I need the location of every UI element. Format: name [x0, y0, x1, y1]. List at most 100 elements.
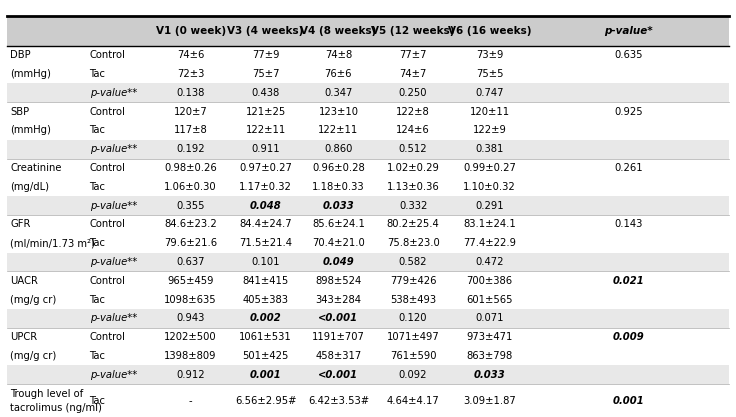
Text: V5 (12 weeks): V5 (12 weeks)	[372, 26, 455, 36]
Text: 76±6: 76±6	[325, 69, 353, 79]
Text: 0.261: 0.261	[614, 163, 643, 173]
Text: Control: Control	[90, 276, 125, 286]
Text: Control: Control	[90, 50, 125, 60]
Text: Control: Control	[90, 219, 125, 229]
Text: 0.049: 0.049	[322, 257, 354, 267]
Text: 761±590: 761±590	[390, 351, 436, 361]
Text: UACR: UACR	[10, 276, 38, 286]
Text: 74±6: 74±6	[177, 50, 205, 60]
Text: V3 (4 weeks): V3 (4 weeks)	[227, 26, 304, 36]
Text: 1.06±0.30: 1.06±0.30	[164, 182, 217, 192]
Text: p-value*: p-value*	[604, 26, 653, 36]
Text: 3.09±1.87: 3.09±1.87	[463, 396, 516, 406]
Text: 0.635: 0.635	[614, 50, 643, 60]
Text: Tac: Tac	[90, 126, 105, 136]
Text: 779±426: 779±426	[390, 276, 436, 286]
Text: 0.97±0.27: 0.97±0.27	[239, 163, 292, 173]
Text: 1398±809: 1398±809	[164, 351, 217, 361]
Text: 965±459: 965±459	[167, 276, 214, 286]
Text: 0.381: 0.381	[475, 144, 503, 154]
Text: 0.120: 0.120	[399, 314, 428, 324]
Text: 343±284: 343±284	[316, 295, 361, 305]
Text: 1098±635: 1098±635	[164, 295, 217, 305]
Text: p-value**: p-value**	[90, 201, 137, 211]
Text: 0.138: 0.138	[177, 88, 205, 98]
Text: 601±565: 601±565	[467, 295, 513, 305]
Text: SBP: SBP	[10, 107, 29, 117]
Text: 0.071: 0.071	[475, 314, 503, 324]
Text: p-value**: p-value**	[90, 144, 137, 154]
Text: 1.10±0.32: 1.10±0.32	[463, 182, 516, 192]
Text: UPCR: UPCR	[10, 332, 38, 342]
Text: 0.101: 0.101	[251, 257, 280, 267]
Text: 0.192: 0.192	[176, 144, 205, 154]
Text: Trough level of
tacrolimus (ng/ml): Trough level of tacrolimus (ng/ml)	[10, 389, 102, 412]
Text: 6.42±3.53#: 6.42±3.53#	[308, 396, 369, 406]
Text: GFR: GFR	[10, 219, 31, 229]
Bar	[7, 196, 729, 215]
Text: 841±415: 841±415	[242, 276, 289, 286]
Text: 0.033: 0.033	[322, 201, 354, 211]
Text: 75±7: 75±7	[252, 69, 280, 79]
Bar	[7, 253, 729, 271]
Text: 80.2±25.4: 80.2±25.4	[386, 219, 439, 229]
Text: 0.943: 0.943	[177, 314, 205, 324]
Text: 700±386: 700±386	[467, 276, 512, 286]
Text: 0.98±0.26: 0.98±0.26	[164, 163, 217, 173]
Text: 0.582: 0.582	[399, 257, 428, 267]
Text: p-value**: p-value**	[90, 314, 137, 324]
Text: 0.143: 0.143	[615, 219, 643, 229]
Bar	[7, 83, 729, 102]
Text: <0.001: <0.001	[319, 314, 358, 324]
Text: (mmHg): (mmHg)	[10, 126, 51, 136]
Text: (mg/g cr): (mg/g cr)	[10, 351, 57, 361]
Bar	[7, 309, 729, 328]
Text: (mg/g cr): (mg/g cr)	[10, 295, 57, 305]
Text: 898±524: 898±524	[315, 276, 361, 286]
Text: p-value**: p-value**	[90, 370, 137, 380]
Text: 538±493: 538±493	[390, 295, 436, 305]
Text: 0.033: 0.033	[474, 370, 506, 380]
Text: 0.912: 0.912	[176, 370, 205, 380]
Text: 458±317: 458±317	[315, 351, 361, 361]
Bar	[7, 16, 729, 46]
Text: V6 (16 weeks): V6 (16 weeks)	[447, 26, 531, 36]
Text: (mmHg): (mmHg)	[10, 69, 51, 79]
Text: 85.6±24.1: 85.6±24.1	[312, 219, 365, 229]
Text: DBP: DBP	[10, 50, 31, 60]
Text: p-value**: p-value**	[90, 257, 137, 267]
Text: 74±8: 74±8	[325, 50, 352, 60]
Text: 0.925: 0.925	[614, 107, 643, 117]
Text: 75±5: 75±5	[475, 69, 503, 79]
Text: Tac: Tac	[90, 396, 105, 406]
Text: 0.048: 0.048	[250, 201, 281, 211]
Text: Tac: Tac	[90, 69, 105, 79]
Text: 77±9: 77±9	[252, 50, 280, 60]
Text: 1071±497: 1071±497	[386, 332, 439, 342]
Text: 0.860: 0.860	[325, 144, 353, 154]
Text: 0.092: 0.092	[399, 370, 428, 380]
Text: 122±11: 122±11	[245, 126, 286, 136]
Text: 0.911: 0.911	[251, 144, 280, 154]
Text: <0.001: <0.001	[319, 370, 358, 380]
Bar	[7, 365, 729, 384]
Text: 0.99±0.27: 0.99±0.27	[463, 163, 516, 173]
Text: 120±7: 120±7	[174, 107, 208, 117]
Text: 121±25: 121±25	[245, 107, 286, 117]
Text: 405±383: 405±383	[243, 295, 289, 305]
Text: 0.002: 0.002	[250, 314, 281, 324]
Text: V4 (8 weeks): V4 (8 weeks)	[300, 26, 377, 36]
Text: Tac: Tac	[90, 295, 105, 305]
Text: 77±7: 77±7	[400, 50, 427, 60]
Text: 74±7: 74±7	[400, 69, 427, 79]
Text: 0.438: 0.438	[252, 88, 280, 98]
Text: 0.021: 0.021	[612, 276, 644, 286]
Text: 0.347: 0.347	[325, 88, 353, 98]
Text: 973±471: 973±471	[467, 332, 513, 342]
Text: 75.8±23.0: 75.8±23.0	[386, 238, 439, 248]
Text: 1191±707: 1191±707	[312, 332, 365, 342]
Text: Control: Control	[90, 332, 125, 342]
Text: 83.1±24.1: 83.1±24.1	[463, 219, 516, 229]
Text: 72±3: 72±3	[177, 69, 205, 79]
Text: 0.472: 0.472	[475, 257, 503, 267]
